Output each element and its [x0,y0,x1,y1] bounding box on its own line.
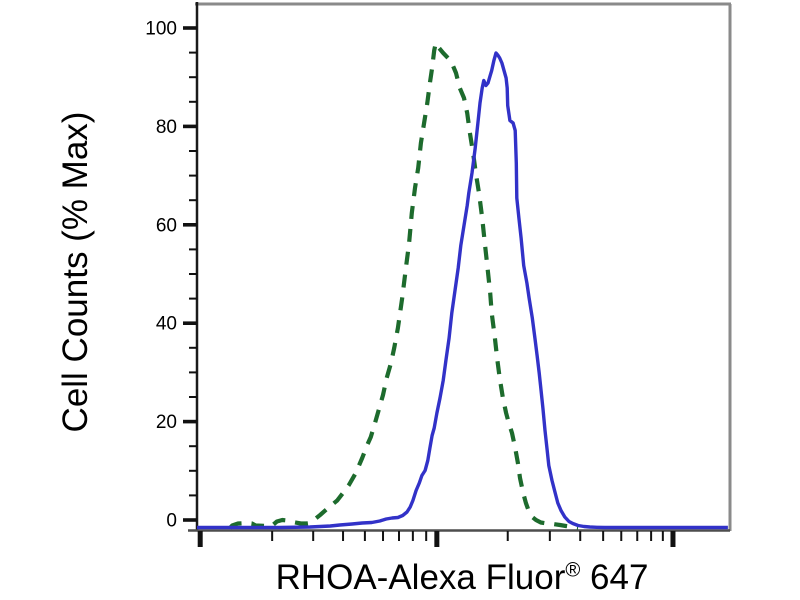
solid-blue-stained-curve [197,51,728,530]
y-tick-label: 40 [156,314,177,335]
dashed-green-control-curve [228,40,579,530]
y-axis-title: Cell Counts (% Max) [56,111,95,433]
y-tick-label: 80 [156,117,177,138]
y-tick-label: 0 [166,511,177,532]
y-tick-label: 100 [145,19,177,40]
x-axis-title-main: RHOA-Alexa Fluor [275,558,566,597]
x-axis-title: RHOA-Alexa Fluor® 647 [276,558,649,598]
x-axis-title-suffix: 647 [580,558,649,597]
y-tick-label: 20 [156,412,177,433]
y-tick-label: 60 [156,215,177,236]
registered-trademark-symbol: ® [565,559,581,582]
